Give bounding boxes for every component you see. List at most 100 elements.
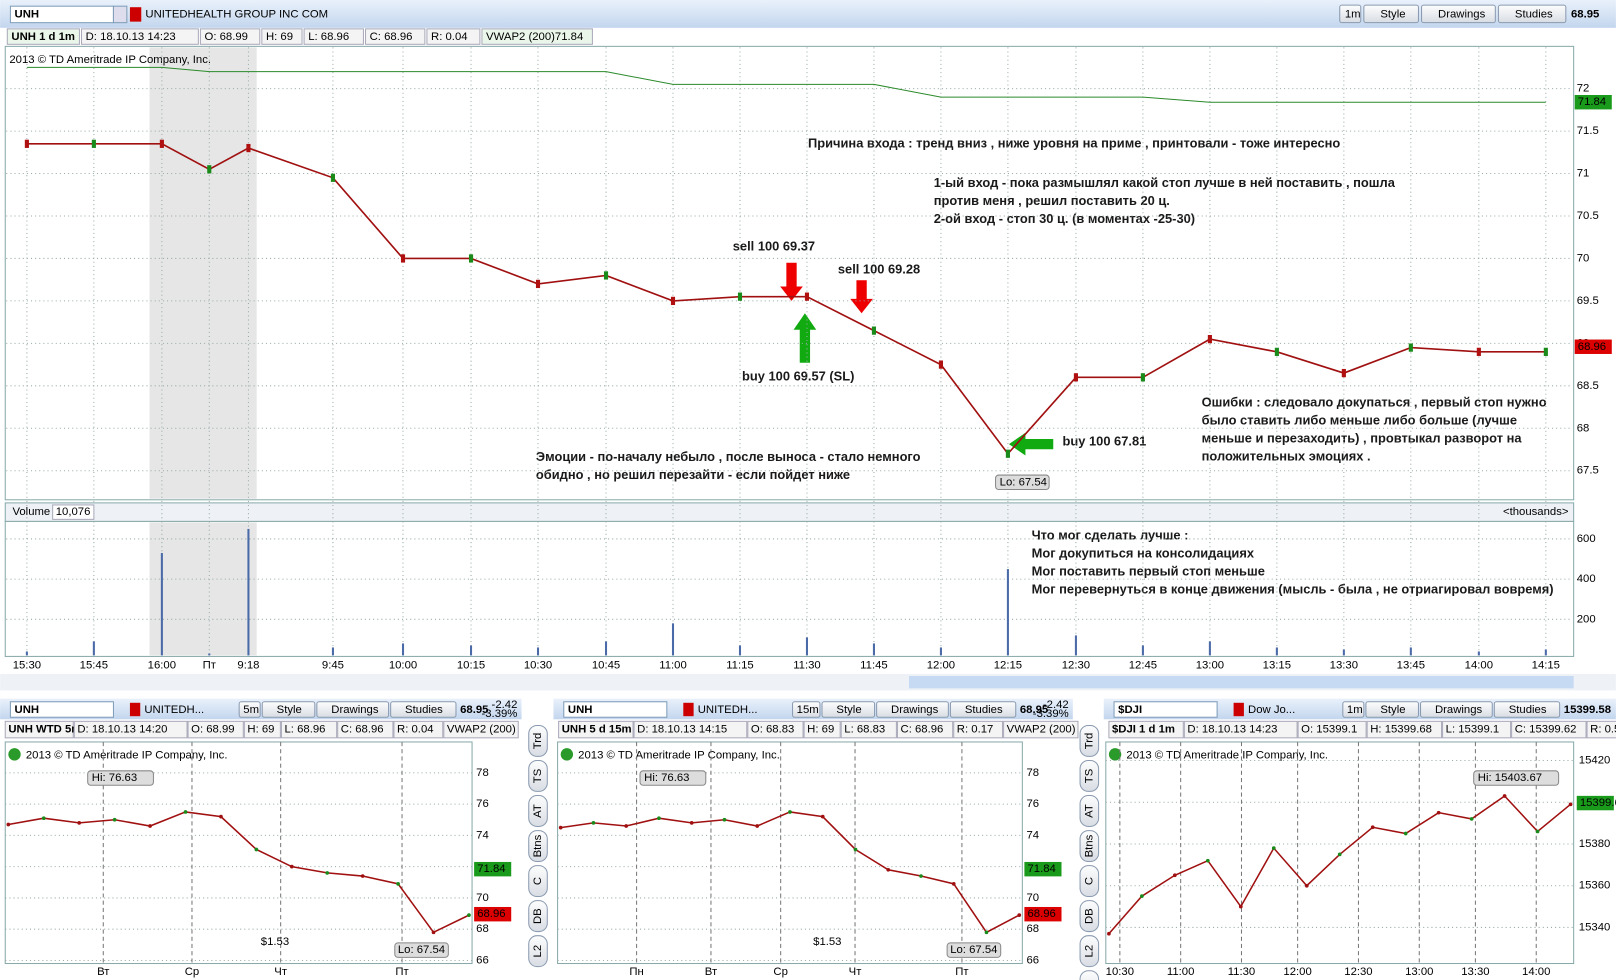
info-box — [1183, 720, 1298, 739]
info-field: O: 15399.1 — [1301, 724, 1357, 736]
toolbar-button[interactable] — [1365, 701, 1419, 718]
price-tag-label: 68.96 — [477, 908, 505, 920]
side-button[interactable] — [528, 795, 548, 827]
instrument-name: UNITEDH... — [144, 704, 204, 716]
toolbar-button[interactable] — [1421, 4, 1496, 24]
symbol: UNH — [568, 704, 593, 716]
side-button[interactable] — [1079, 935, 1100, 968]
info-icon — [560, 748, 574, 761]
toolbar-button[interactable] — [316, 701, 390, 718]
price-point — [1205, 858, 1210, 863]
annotation: Ошибки : следовало докупаться , первый с… — [1202, 394, 1547, 409]
volume-bar — [939, 647, 942, 656]
price-point — [289, 864, 294, 869]
toolbar-button[interactable] — [390, 701, 457, 718]
volume-bar — [1544, 649, 1547, 656]
low-tag — [946, 942, 1002, 958]
toolbar-button[interactable] — [1342, 701, 1365, 718]
side-button[interactable] — [1079, 795, 1100, 827]
annotation: было ставить либо меньше либо больше (лу… — [1202, 412, 1517, 427]
side-button[interactable] — [1079, 865, 1100, 898]
price-candle — [938, 360, 943, 369]
symbol: $DJI — [1118, 704, 1142, 716]
sell-arrow — [780, 262, 803, 301]
toolbar-button[interactable] — [876, 701, 949, 718]
y-tick-label: 72 — [1577, 83, 1590, 95]
side-button[interactable] — [528, 900, 548, 933]
symbol-dropdown[interactable] — [112, 5, 128, 24]
x-tick-label: 11:00 — [659, 660, 687, 672]
symbol-input[interactable] — [9, 701, 114, 718]
link-icon[interactable] — [683, 702, 694, 717]
toolbar-button[interactable] — [949, 701, 1017, 718]
link-icon[interactable] — [1233, 702, 1244, 717]
link-icon[interactable] — [129, 7, 142, 22]
info-field: C: 68.96 — [901, 724, 944, 736]
toolbar-label: Studies — [405, 704, 443, 716]
info-box — [1586, 720, 1616, 739]
x-tick-label: 12:00 — [927, 660, 955, 672]
annotation: Мог докупиться на консолидациях — [1032, 545, 1255, 560]
price-candle — [603, 271, 609, 280]
price-candle — [1408, 343, 1413, 352]
x-tick-label: 10:00 — [389, 660, 417, 672]
side-button[interactable] — [528, 724, 548, 757]
price-point — [1238, 904, 1243, 909]
toolbar-button[interactable] — [238, 701, 261, 718]
buy-arrow — [793, 313, 817, 363]
info-box — [199, 28, 261, 45]
side-button[interactable] — [1079, 759, 1100, 792]
y-tick-label: 78 — [1026, 767, 1039, 779]
price-candle — [737, 292, 743, 301]
side-button[interactable] — [1079, 970, 1100, 980]
scroll-thumb[interactable] — [908, 676, 1574, 689]
annotation: меньше и перезаходить) , провтыкал разво… — [1202, 430, 1523, 445]
price-point — [77, 821, 82, 825]
info-field: VWAP2 (200) — [1007, 724, 1076, 736]
y-tick-label: 76 — [476, 798, 489, 810]
info-field: O: 68.99 — [205, 31, 248, 43]
y-tick-label: 70 — [1577, 252, 1590, 264]
x-tick-label: 12:30 — [1344, 966, 1372, 978]
price-candle — [1341, 368, 1346, 378]
toolbar-button[interactable] — [792, 701, 821, 718]
side-button[interactable] — [528, 759, 548, 792]
x-tick-label: 15:45 — [80, 660, 108, 672]
toolbar-button[interactable] — [1420, 701, 1493, 718]
price-point — [183, 810, 188, 814]
info-box — [187, 720, 244, 739]
copyright: 2013 © TD Ameritrade IP Company, Inc. — [1126, 749, 1328, 761]
price-point — [1403, 831, 1408, 836]
side-button[interactable] — [1079, 900, 1100, 933]
toolbar-button[interactable] — [1497, 4, 1567, 24]
volume-bar — [1074, 635, 1077, 656]
volume-label: Volume — [12, 506, 50, 518]
price-point — [984, 930, 989, 935]
info-field: O: 68.99 — [191, 724, 234, 736]
side-button[interactable] — [1079, 724, 1100, 757]
symbol-input[interactable] — [1113, 701, 1218, 718]
side-button[interactable] — [528, 935, 548, 968]
toolbar-button[interactable] — [1363, 4, 1419, 24]
price-candle — [400, 254, 406, 263]
annotation: sell 100 69.28 — [838, 261, 920, 276]
link-icon[interactable] — [129, 702, 141, 717]
side-button[interactable] — [528, 865, 548, 898]
toolbar-button[interactable] — [1493, 701, 1561, 718]
price-line — [8, 811, 470, 934]
price-point — [396, 882, 400, 886]
toolbar-button[interactable] — [261, 701, 316, 718]
symbol-input[interactable] — [563, 701, 668, 718]
marker-label: $1.53 — [813, 936, 841, 948]
toolbar-button[interactable] — [821, 701, 876, 718]
marker-label: $1.53 — [261, 936, 289, 948]
y-tick-label: 200 — [1577, 613, 1596, 625]
side-button[interactable] — [1079, 830, 1100, 863]
info-box — [6, 28, 80, 45]
price-point — [788, 810, 792, 814]
toolbar-button[interactable] — [1339, 4, 1362, 24]
side-button[interactable] — [528, 830, 548, 863]
side-button-label: TS — [1083, 768, 1095, 783]
price-line — [26, 142, 1546, 456]
price-point — [624, 824, 629, 828]
